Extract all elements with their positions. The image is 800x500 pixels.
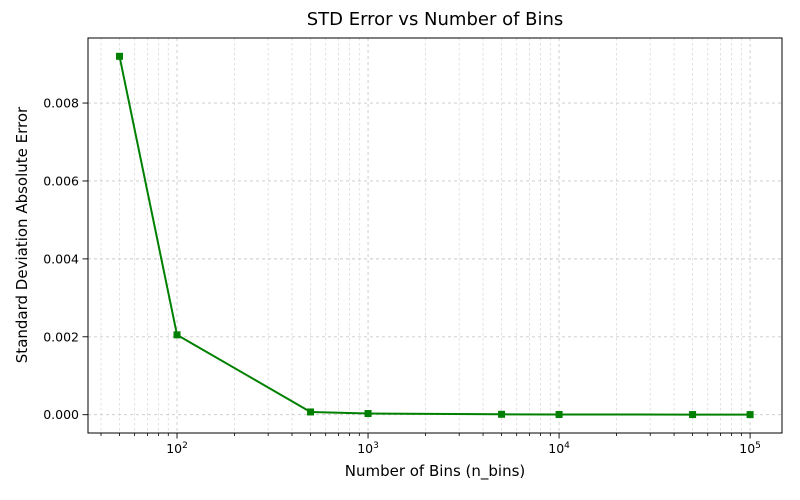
data-point-marker <box>746 411 754 419</box>
data-point-marker <box>689 411 697 419</box>
data-point-marker <box>116 52 124 60</box>
y-tick-label: 0.000 <box>43 407 79 422</box>
x-axis-label: Number of Bins (n_bins) <box>344 462 526 480</box>
data-point-marker <box>555 410 563 418</box>
x-tick-label: 105 <box>739 441 761 456</box>
data-point-marker <box>498 410 506 418</box>
data-point-marker <box>307 408 315 416</box>
y-tick-label: 0.008 <box>43 96 79 111</box>
x-tick-label: 104 <box>548 441 570 456</box>
x-tick-label: 103 <box>357 441 379 456</box>
x-tick-label: 102 <box>166 441 188 456</box>
data-point-marker <box>364 410 372 418</box>
chart-title: STD Error vs Number of Bins <box>306 9 564 30</box>
y-tick-label: 0.004 <box>43 251 79 266</box>
y-tick-label: 0.002 <box>43 329 79 344</box>
data-line <box>118 56 751 416</box>
data-point-marker <box>173 331 181 339</box>
axes-spines <box>87 37 783 434</box>
y-tick-label: 0.006 <box>43 173 79 188</box>
